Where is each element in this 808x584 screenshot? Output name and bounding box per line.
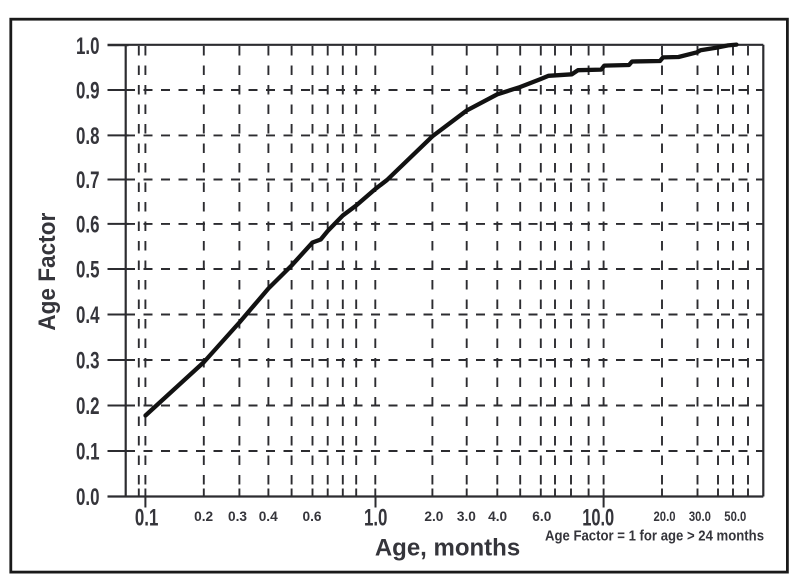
svg-text:6.0: 6.0 [532,508,551,524]
svg-text:0.0: 0.0 [76,484,100,511]
svg-text:Age Factor: Age Factor [34,213,61,331]
svg-text:0.4: 0.4 [259,508,278,524]
svg-text:0.9: 0.9 [76,78,100,105]
svg-text:0.2: 0.2 [76,393,100,420]
svg-text:1.0: 1.0 [76,33,100,60]
svg-text:Age, months: Age, months [375,534,520,561]
svg-text:0.1: 0.1 [76,439,100,466]
svg-text:4.0: 4.0 [488,508,507,524]
svg-text:0.2: 0.2 [194,508,213,524]
svg-text:20.0: 20.0 [654,508,676,524]
svg-text:0.8: 0.8 [76,123,100,150]
svg-text:0.6: 0.6 [303,508,322,524]
svg-text:50.0: 50.0 [724,508,746,524]
svg-text:0.5: 0.5 [76,257,100,284]
svg-text:10.0: 10.0 [582,505,614,532]
svg-text:3.0: 3.0 [457,508,476,524]
svg-text:0.4: 0.4 [76,302,100,329]
svg-text:0.3: 0.3 [228,508,247,524]
svg-text:30.0: 30.0 [689,508,711,524]
svg-text:Age Factor = 1 for age > 24 mo: Age Factor = 1 for age > 24 months [545,528,764,545]
svg-text:0.1: 0.1 [135,505,159,532]
svg-text:0.7: 0.7 [76,167,100,194]
svg-text:0.3: 0.3 [76,348,100,375]
svg-text:1.0: 1.0 [364,505,388,532]
svg-text:2.0: 2.0 [424,508,443,524]
svg-text:0.6: 0.6 [76,212,100,239]
